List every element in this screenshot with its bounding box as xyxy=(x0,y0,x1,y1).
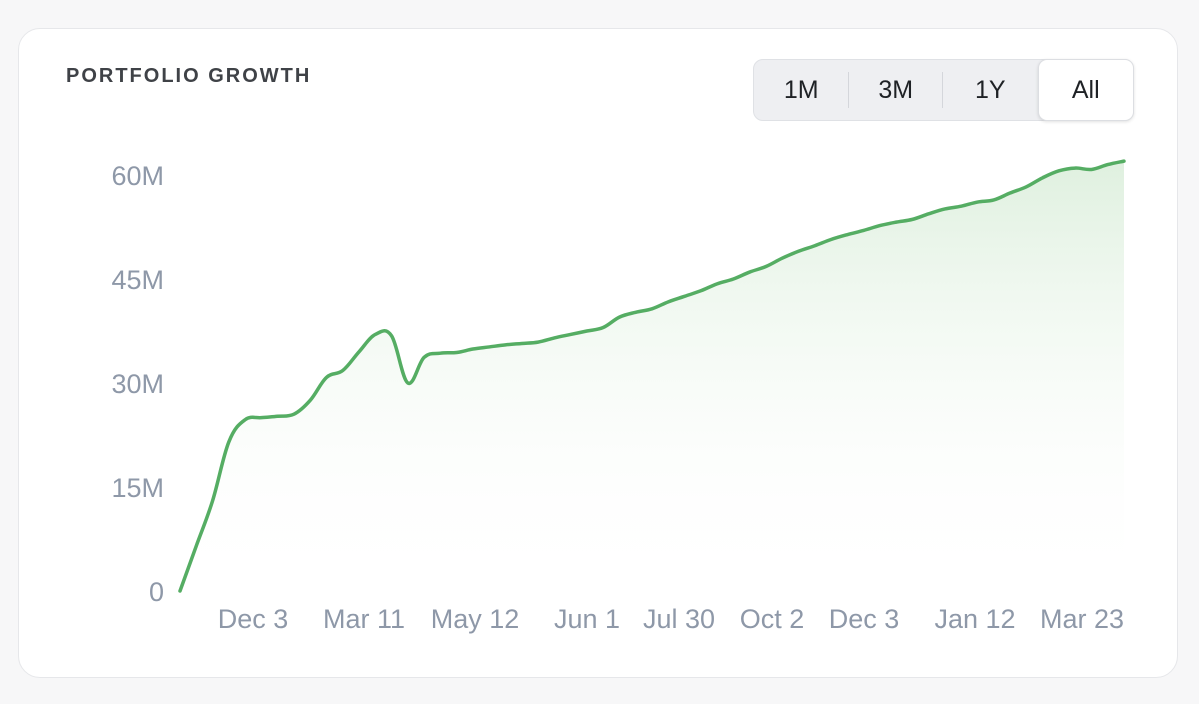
x-tick-label: Dec 3 xyxy=(218,604,289,634)
x-tick-label: Jan 12 xyxy=(934,604,1015,634)
x-tick-label: Oct 2 xyxy=(740,604,805,634)
x-axis: Dec 3 Mar 11 May 12 Jun 1 Jul 30 Oct 2 Dec 3 Ja… xyxy=(218,604,1124,634)
range-button-3m[interactable]: 3M xyxy=(849,60,944,120)
range-button-1y[interactable]: 1Y xyxy=(974,75,1006,104)
x-tick-label: Dec 3 xyxy=(829,604,900,634)
y-tick-label: 15M xyxy=(111,473,164,503)
y-tick-label: 30M xyxy=(111,369,164,399)
x-tick-label: Jun 1 xyxy=(554,604,620,634)
time-range-selector: 1M 3M 1Y All xyxy=(753,59,1134,121)
y-axis: 0 15M 30M 45M 60M xyxy=(111,161,164,607)
series-line xyxy=(178,159,1126,593)
x-tick-label: Mar 11 xyxy=(323,604,405,634)
y-tick-label: 45M xyxy=(111,265,164,295)
area-fill xyxy=(180,161,1124,591)
x-tick-label: Mar 23 xyxy=(1040,604,1124,634)
card-title: PORTFOLIO GROWTH xyxy=(66,65,312,87)
y-tick-label: 0 xyxy=(149,577,164,607)
y-tick-label: 60M xyxy=(111,161,164,191)
range-button-1m[interactable]: 1M xyxy=(754,60,849,120)
x-tick-label: Jul 30 xyxy=(643,604,715,634)
range-button-all[interactable]: All xyxy=(1037,59,1134,121)
x-tick-label: May 12 xyxy=(431,604,520,634)
